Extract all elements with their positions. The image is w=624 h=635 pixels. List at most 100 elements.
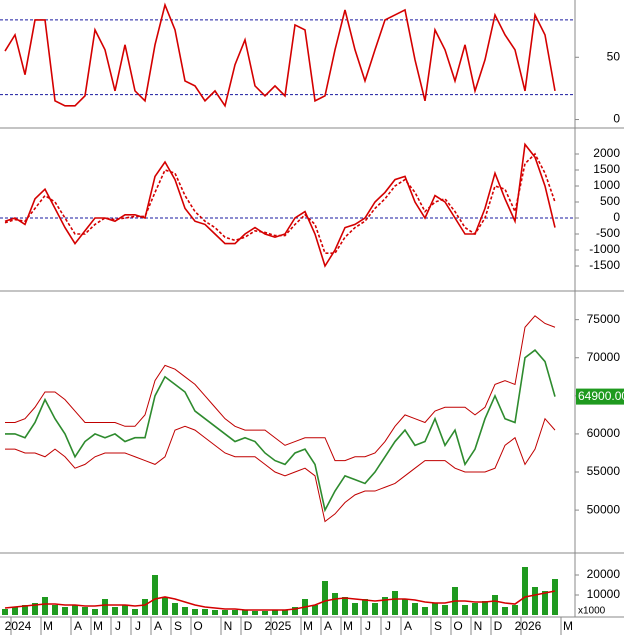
volume-bar xyxy=(362,599,368,615)
x-tick-label: M xyxy=(43,619,53,633)
y-tick-label: 0 xyxy=(613,112,620,126)
volume-bar xyxy=(412,603,418,615)
volume-bar xyxy=(152,575,158,615)
y-tick-label: 20000 xyxy=(587,567,621,581)
series-line xyxy=(4,590,556,611)
volume-bar xyxy=(192,609,198,615)
volume-bar xyxy=(372,603,378,615)
x-tick-label: N xyxy=(224,619,233,633)
volume-bar xyxy=(262,611,268,615)
x-tick-label: A xyxy=(404,619,412,633)
volume-bar xyxy=(352,603,358,615)
x-tick-label: M xyxy=(93,619,103,633)
volume-bar xyxy=(222,610,228,615)
volume-bar xyxy=(382,597,388,615)
y-tick-label: 10000 xyxy=(587,587,621,601)
volume-bar xyxy=(482,601,488,615)
volume-bar xyxy=(52,605,58,615)
volume-bar xyxy=(272,610,278,615)
x-tick-label: 2024 xyxy=(5,619,32,633)
volume-bar xyxy=(252,611,258,615)
x-tick-label: N xyxy=(474,619,483,633)
x-tick-label: J xyxy=(135,619,141,633)
series-line xyxy=(4,152,556,254)
series-line xyxy=(5,349,556,513)
y-tick-label: 0 xyxy=(613,210,620,224)
volume-bar xyxy=(132,609,138,615)
volume-bar xyxy=(332,593,338,615)
y-tick-label: -500 xyxy=(596,226,620,240)
volume-bar xyxy=(552,579,558,615)
x-tick-label: J xyxy=(365,619,371,633)
x-tick-label: J xyxy=(115,619,121,633)
x-tick-label: J xyxy=(385,619,391,633)
volume-bar xyxy=(402,599,408,615)
volume-bar xyxy=(102,599,108,615)
volume-bar xyxy=(542,591,548,615)
y-tick-label: -1000 xyxy=(589,242,620,256)
y-tick-label: 1500 xyxy=(593,162,620,176)
volume-bar xyxy=(462,605,468,615)
volume-bar xyxy=(502,607,508,615)
volume-bar xyxy=(432,603,438,615)
volume-bar xyxy=(172,603,178,615)
volume-bar xyxy=(422,607,428,615)
x-tick-label: A xyxy=(154,619,162,633)
volume-bar xyxy=(472,603,478,615)
volume-bar xyxy=(292,607,298,615)
x-tick-label: M xyxy=(343,619,353,633)
x-tick-label: A xyxy=(324,619,332,633)
y-tick-label: 70000 xyxy=(587,350,621,364)
y-tick-label: 75000 xyxy=(587,312,621,326)
volume-bar xyxy=(522,567,528,615)
volume-bar xyxy=(202,609,208,615)
y-tick-label: -1500 xyxy=(589,258,620,272)
unit-label: x1000 xyxy=(578,606,606,617)
x-tick-label: D xyxy=(494,619,503,633)
volume-bar xyxy=(182,607,188,615)
volume-bar xyxy=(532,587,538,615)
volume-bar xyxy=(492,595,498,615)
last-price-label: 64900.00 xyxy=(578,389,624,403)
volume-bar xyxy=(322,581,328,615)
volume-bar xyxy=(312,605,318,615)
y-tick-label: 50 xyxy=(607,49,621,63)
volume-bar xyxy=(82,607,88,615)
y-tick-label: 500 xyxy=(600,194,620,208)
x-tick-label: O xyxy=(193,619,202,633)
volume-bar xyxy=(92,609,98,615)
series-line xyxy=(4,2,556,108)
volume-bar xyxy=(162,597,168,615)
volume-bar xyxy=(392,591,398,615)
volume-bar xyxy=(282,610,288,615)
series-line xyxy=(5,417,556,523)
x-tick-label: M xyxy=(563,619,573,633)
x-tick-label: 2026 xyxy=(515,619,542,633)
x-tick-label: D xyxy=(244,619,253,633)
volume-bar xyxy=(32,603,38,615)
volume-bar xyxy=(242,610,248,615)
volume-bar xyxy=(442,605,448,615)
volume-bar xyxy=(112,607,118,615)
volume-bar xyxy=(72,605,78,615)
last-price-box xyxy=(576,388,624,405)
volume-bar xyxy=(22,605,28,615)
x-tick-label: S xyxy=(174,619,182,633)
volume-bar xyxy=(212,610,218,615)
y-tick-label: 55000 xyxy=(587,464,621,478)
volume-bar xyxy=(142,599,148,615)
y-tick-label: 50000 xyxy=(587,502,621,516)
volume-bar xyxy=(2,609,8,615)
volume-bar xyxy=(12,607,18,615)
x-tick-label: S xyxy=(434,619,442,633)
x-tick-label: A xyxy=(74,619,82,633)
series-line xyxy=(5,315,556,462)
volume-bar xyxy=(232,610,238,615)
y-tick-label: 1000 xyxy=(593,178,620,192)
volume-bar xyxy=(512,605,518,615)
volume-bar xyxy=(342,597,348,615)
x-tick-label: M xyxy=(303,619,313,633)
y-tick-label: 60000 xyxy=(587,426,621,440)
